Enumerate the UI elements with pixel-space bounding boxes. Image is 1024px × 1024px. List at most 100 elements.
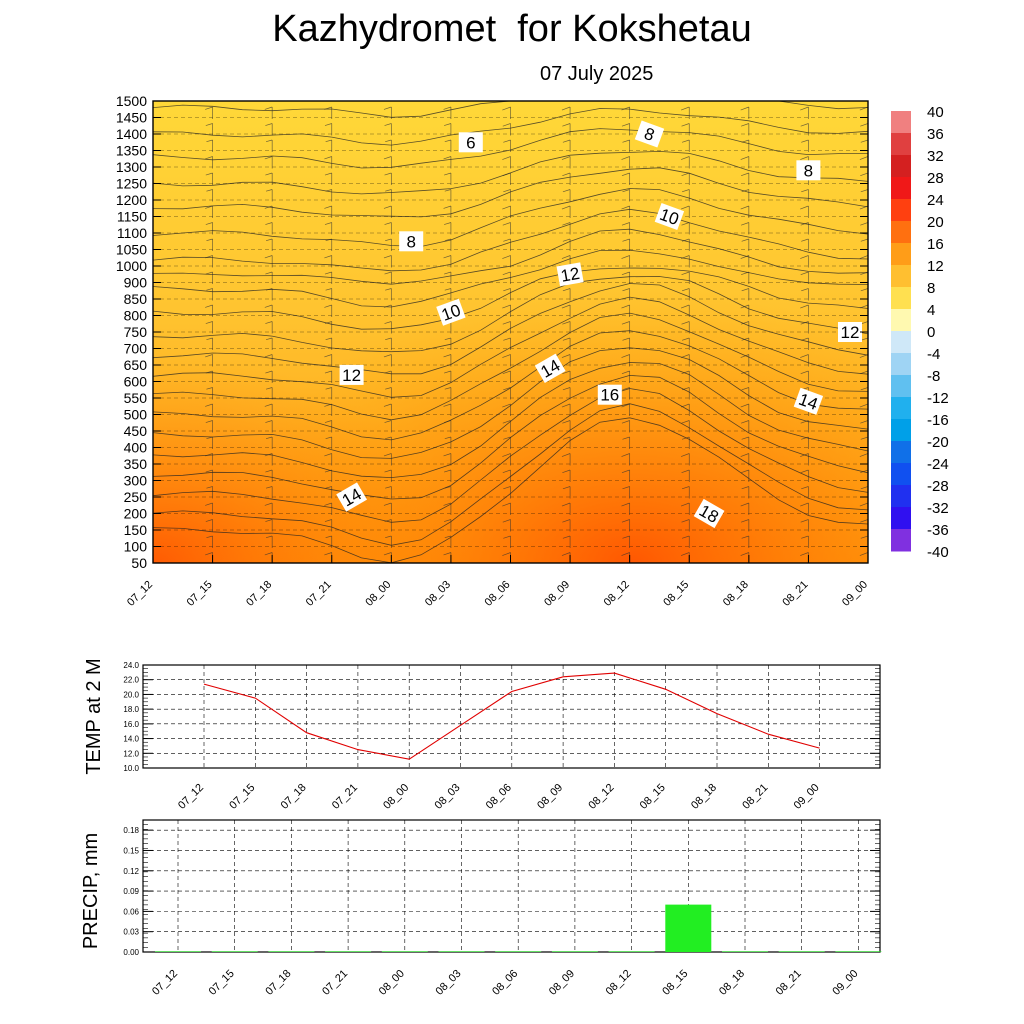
contour-line	[153, 374, 868, 500]
contour-label-box	[796, 160, 821, 181]
wind-barb-flag	[741, 486, 749, 490]
y-tick-label: 24.0	[123, 661, 139, 670]
wind-barb-flag	[383, 502, 392, 506]
wind-barb-flag	[324, 172, 332, 176]
precip-bar	[665, 904, 712, 952]
y-tick-label: 0.12	[123, 867, 139, 876]
height-tick-label: 1500	[116, 93, 147, 109]
wind-barb-flag	[385, 486, 392, 489]
wind-barb-flag	[153, 536, 154, 537]
contour-line	[153, 228, 868, 285]
wind-barb-flag	[325, 387, 332, 390]
wind-barb-flag	[265, 486, 273, 489]
wind-barb-flag	[384, 222, 392, 225]
contour-line	[153, 267, 868, 330]
wind-barb-flag	[621, 156, 630, 160]
time-tick-label: 08_12	[604, 968, 634, 998]
wind-barb-flag	[264, 403, 273, 407]
panel-frame	[142, 819, 881, 953]
wind-barb-flag	[680, 304, 690, 309]
wind-barb-flag	[206, 189, 213, 192]
time-tick-label: 08_09	[535, 782, 565, 812]
precip-bar	[835, 951, 882, 952]
height-tick-label: 1300	[116, 159, 147, 175]
wind-barb-flag	[383, 453, 392, 457]
wind-barb-flag	[324, 370, 332, 374]
height-tick-label: 1400	[116, 126, 147, 142]
wind-barb-flag	[622, 288, 630, 292]
wind-barb-flag	[153, 387, 154, 388]
wind-barb-flag	[860, 387, 868, 391]
precip-axis-label: PRECIP, mm	[80, 833, 102, 949]
wind-barb-flag	[681, 535, 690, 539]
colorbar-tick-label: -8	[927, 368, 940, 385]
time-tick-label: 08_21	[740, 782, 770, 812]
wind-barb-flag	[681, 139, 690, 143]
wind-barb-flag	[444, 189, 452, 192]
wind-barb-flag	[444, 222, 452, 225]
contour-label-text: 8	[804, 161, 813, 180]
wind-barb-flag	[264, 552, 273, 556]
wind-barb-flag	[324, 304, 332, 308]
wind-barb-flag	[206, 238, 213, 242]
wind-barb-flag	[800, 502, 809, 507]
colorbar-tick-label: 28	[927, 170, 944, 187]
wind-barb-flag	[265, 420, 273, 423]
wind-barb-flag	[153, 486, 154, 487]
y-tick-label: 0.03	[123, 928, 139, 937]
wind-barb-flag	[741, 535, 749, 539]
temp-line	[203, 672, 820, 760]
wind-barb-flag	[860, 139, 868, 143]
wind-barb-flag	[741, 288, 749, 292]
wind-barb-flag	[741, 123, 749, 127]
height-tick-label: 100	[124, 539, 148, 555]
wind-barb-flag	[265, 321, 273, 324]
contour-label: 12	[339, 364, 364, 385]
wind-barb-flag	[681, 123, 690, 127]
wind-barb-flag	[741, 420, 749, 424]
wind-barb-flag	[385, 189, 392, 192]
height-tick-label: 750	[124, 324, 148, 340]
contour-label-text: 8	[406, 232, 415, 251]
time-tick-label: 08_15	[661, 579, 691, 609]
wind-barb-flag	[741, 172, 749, 177]
height-tick-label: 300	[124, 473, 148, 489]
wind-barb-flag	[205, 222, 213, 225]
height-tick-label: 1450	[116, 110, 147, 126]
contour-label: 6	[458, 132, 483, 153]
wind-barb-flag	[860, 288, 868, 292]
time-tick-label: 07_15	[207, 968, 237, 998]
wind-barb-flag	[741, 519, 749, 523]
height-tick-label: 700	[124, 341, 148, 357]
colorbar-swatch	[891, 111, 911, 134]
precip-bar	[608, 951, 655, 952]
wind-barb-flag	[153, 173, 154, 174]
contour-label-box	[534, 353, 566, 383]
contour-label-text: 16	[600, 386, 619, 405]
height-tick-label: 1100	[117, 225, 147, 241]
wind-barb-flag	[265, 535, 273, 539]
wind-barb-flag	[800, 255, 809, 259]
contour-label: 8	[399, 231, 424, 252]
wind-barb-flag	[562, 238, 571, 242]
wind-barb-flag	[205, 403, 213, 407]
wind-barb-flag	[325, 337, 332, 341]
wind-barb-flag	[153, 140, 154, 141]
wind-barb-flag	[681, 486, 690, 490]
wind-barb-flag	[443, 106, 452, 110]
wind-barb-flag	[503, 337, 511, 341]
colorbar-swatch	[891, 155, 911, 178]
colorbar-swatch	[891, 353, 911, 376]
contour-label-box	[339, 364, 364, 385]
wind-barb-flag	[325, 535, 332, 539]
height-tick-label: 1350	[116, 143, 147, 159]
wind-barb-flag	[206, 288, 213, 291]
time-tick-label: 08_12	[602, 579, 632, 609]
contour-label: 8	[634, 120, 665, 148]
wind-barb-flag	[503, 387, 511, 391]
colorbar-swatch	[891, 441, 911, 464]
colorbar-swatch	[891, 463, 911, 486]
wind-barb-flag	[562, 469, 571, 474]
time-tick-label: 07_21	[304, 579, 334, 609]
wind-barb-flag	[205, 156, 213, 160]
